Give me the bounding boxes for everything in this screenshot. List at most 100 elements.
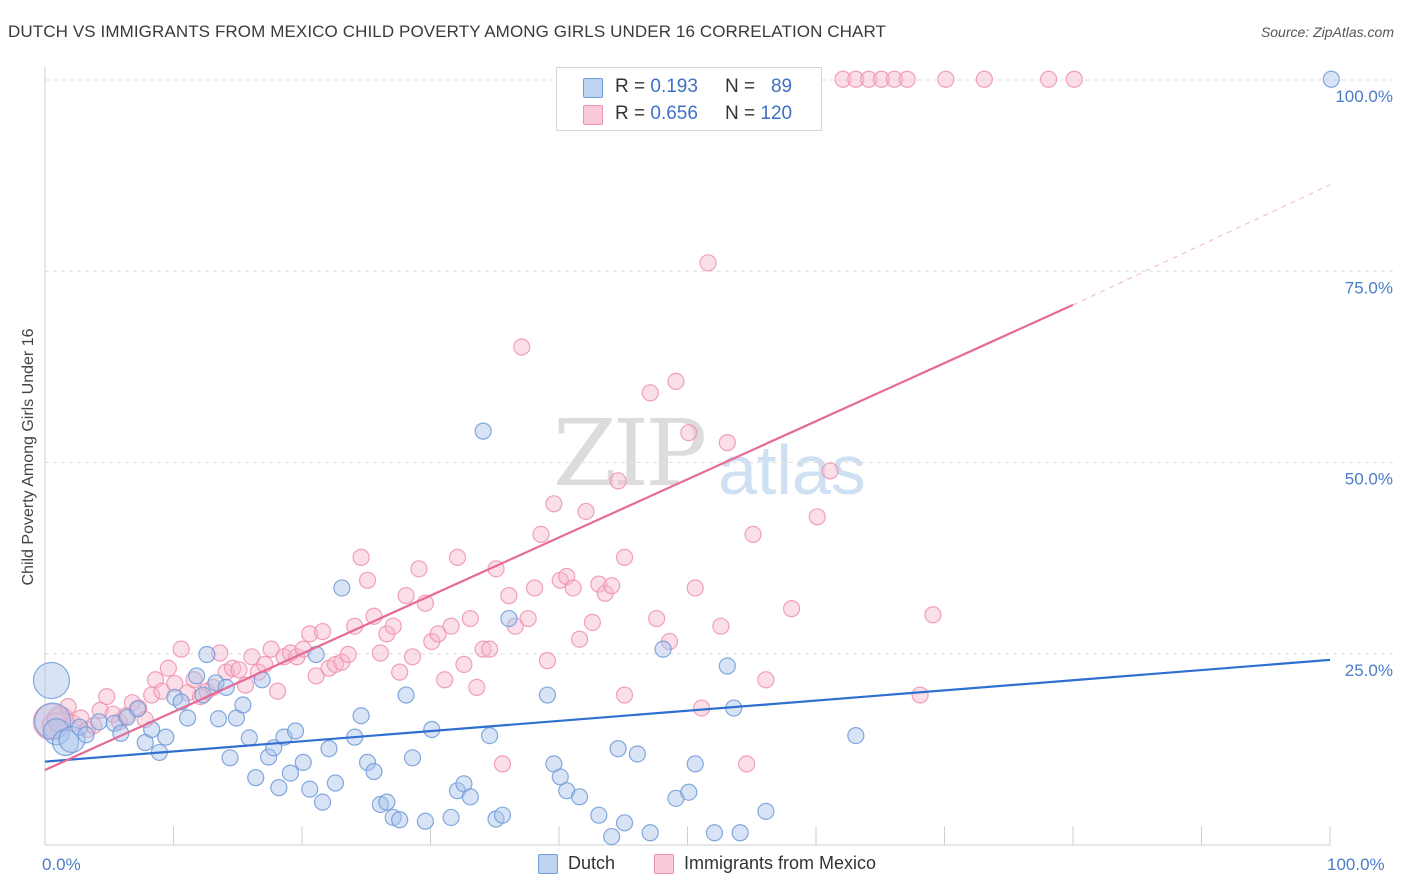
mexico-point: [262, 640, 280, 658]
dutch-point: [128, 700, 147, 718]
mexico-point: [307, 667, 325, 685]
mexico-point: [159, 659, 177, 677]
mexico-point: [301, 625, 319, 643]
mexico-point: [243, 648, 261, 666]
mexico-point: [532, 525, 550, 544]
dutch-point: [198, 645, 216, 664]
dutch-legend-label: Dutch: [568, 853, 616, 873]
mexico-point: [648, 609, 666, 628]
mexico-point: [686, 579, 704, 597]
mexico-point: [519, 609, 537, 628]
dutch-point: [301, 780, 319, 798]
dutch-point: [391, 811, 409, 829]
mexico-point: [429, 625, 447, 643]
mexico-point: [358, 571, 377, 589]
mexico-point: [538, 652, 557, 670]
dutch-point: [259, 748, 278, 766]
dutch-point: [474, 422, 492, 440]
mexico-points: [32, 70, 1083, 773]
dutch-point: [247, 769, 265, 787]
mexico-point: [448, 548, 467, 566]
dutch-point: [358, 753, 377, 771]
dutch-point: [718, 657, 736, 675]
mexico-legend-label: Immigrants from Mexico: [684, 853, 877, 873]
mexico-point: [211, 644, 229, 662]
dutch-point: [416, 812, 434, 830]
mexico-point: [693, 699, 711, 717]
dutch-point: [378, 793, 396, 811]
correlation-legend: R = 0.193 N = 89 R = 0.656 N = 120: [556, 67, 822, 131]
mexico-point: [403, 648, 422, 666]
mexico-point: [166, 674, 184, 693]
y-tick-label: 100.0%: [1335, 87, 1393, 106]
mexico-r-value: 0.656: [650, 103, 698, 124]
dutch-swatch: [583, 78, 603, 98]
dutch-point: [294, 753, 312, 771]
dutch-point: [313, 793, 332, 811]
mexico-r-label: R =: [615, 103, 646, 124]
dutch-point: [32, 661, 71, 700]
mexico-n-value: 120: [760, 103, 793, 124]
dutch-point: [403, 749, 422, 767]
mexico-point: [603, 577, 621, 595]
dutch-point: [461, 788, 479, 806]
mexico-r: R = 0.656: [615, 103, 698, 125]
mexico-point: [847, 70, 865, 88]
mexico-point: [564, 579, 582, 597]
watermark-zip: ZIP: [553, 400, 707, 507]
dutch-point: [590, 806, 608, 824]
mexico-point: [500, 587, 518, 605]
mexico-trend-extension: [1072, 184, 1331, 306]
mexico-point: [583, 613, 602, 631]
mexico-point: [718, 434, 736, 452]
mexico-point: [525, 579, 544, 597]
mexico-point: [872, 70, 891, 88]
mexico-point: [680, 424, 698, 442]
chart-title: DUTCH VS IMMIGRANTS FROM MEXICO CHILD PO…: [8, 22, 887, 41]
x-tick-marks: [173, 826, 1331, 845]
mexico-point: [937, 70, 955, 88]
mexico-point: [615, 686, 634, 704]
mexico-n-label: N =: [725, 103, 756, 124]
dutch-legend-swatch: [538, 854, 558, 874]
y-tick-label: 50.0%: [1345, 470, 1393, 489]
mexico-point: [615, 548, 634, 566]
dutch-points: [32, 70, 1340, 846]
mexico-point: [975, 70, 993, 88]
mexico-point: [738, 755, 756, 773]
mexico-point: [570, 630, 589, 648]
dutch-r-value: 0.193: [650, 76, 698, 97]
dutch-point: [207, 674, 225, 692]
dutch-point: [609, 740, 627, 758]
mexico-point: [699, 254, 717, 272]
dutch-point: [326, 774, 345, 792]
mexico-point: [339, 645, 357, 664]
mexico-point: [410, 560, 428, 578]
dutch-point: [157, 728, 175, 746]
mexico-point: [391, 663, 409, 681]
mexico-point: [468, 678, 486, 697]
gridlines: [45, 79, 1393, 655]
mexico-point: [172, 640, 190, 658]
dutch-point: [481, 727, 499, 745]
dutch-point: [286, 722, 305, 740]
dutch-point: [757, 802, 775, 820]
y-tick-labels: 25.0% 50.0% 75.0% 100.0%: [1335, 87, 1393, 680]
dutch-point: [188, 667, 206, 685]
mexico-point: [590, 575, 608, 593]
mexico-point: [911, 686, 929, 704]
mexico-n: N = 120: [725, 103, 792, 125]
mexico-point: [641, 384, 659, 402]
dutch-r-label: R =: [615, 76, 646, 97]
mexico-point: [712, 617, 730, 635]
dutch-point: [680, 783, 698, 801]
mexico-point: [782, 600, 801, 618]
dutch-point: [641, 824, 659, 842]
mexico-point: [821, 462, 839, 480]
dutch-point: [493, 806, 512, 824]
y-tick-label: 25.0%: [1345, 661, 1393, 680]
dutch-n-value: 89: [770, 76, 793, 97]
dutch-point: [628, 745, 646, 763]
mexico-point: [667, 372, 685, 391]
